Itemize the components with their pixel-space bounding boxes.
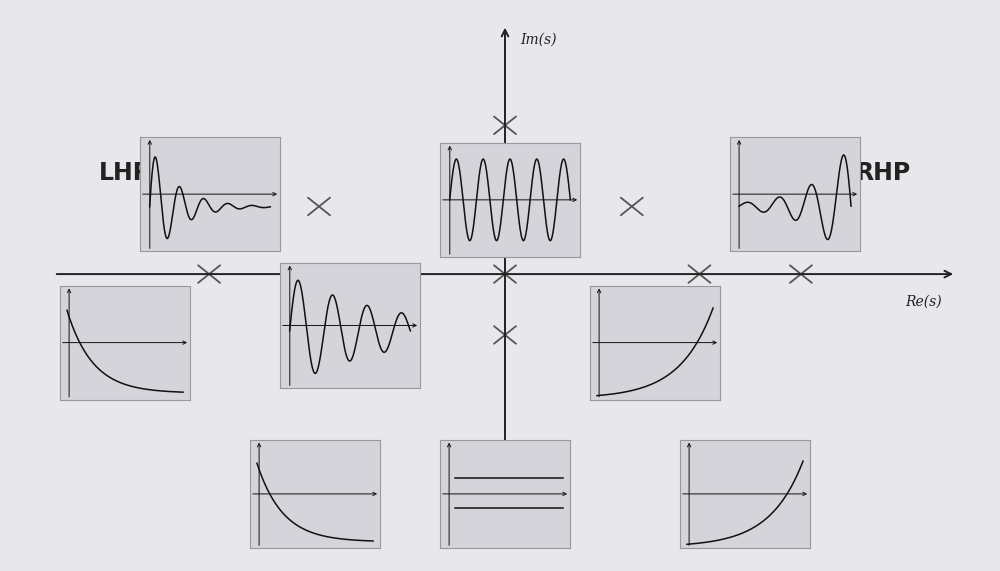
Text: LHP: LHP (99, 160, 151, 184)
Text: RHP: RHP (856, 160, 911, 184)
Text: Re(s): Re(s) (905, 295, 942, 308)
Text: Im(s): Im(s) (520, 33, 557, 47)
